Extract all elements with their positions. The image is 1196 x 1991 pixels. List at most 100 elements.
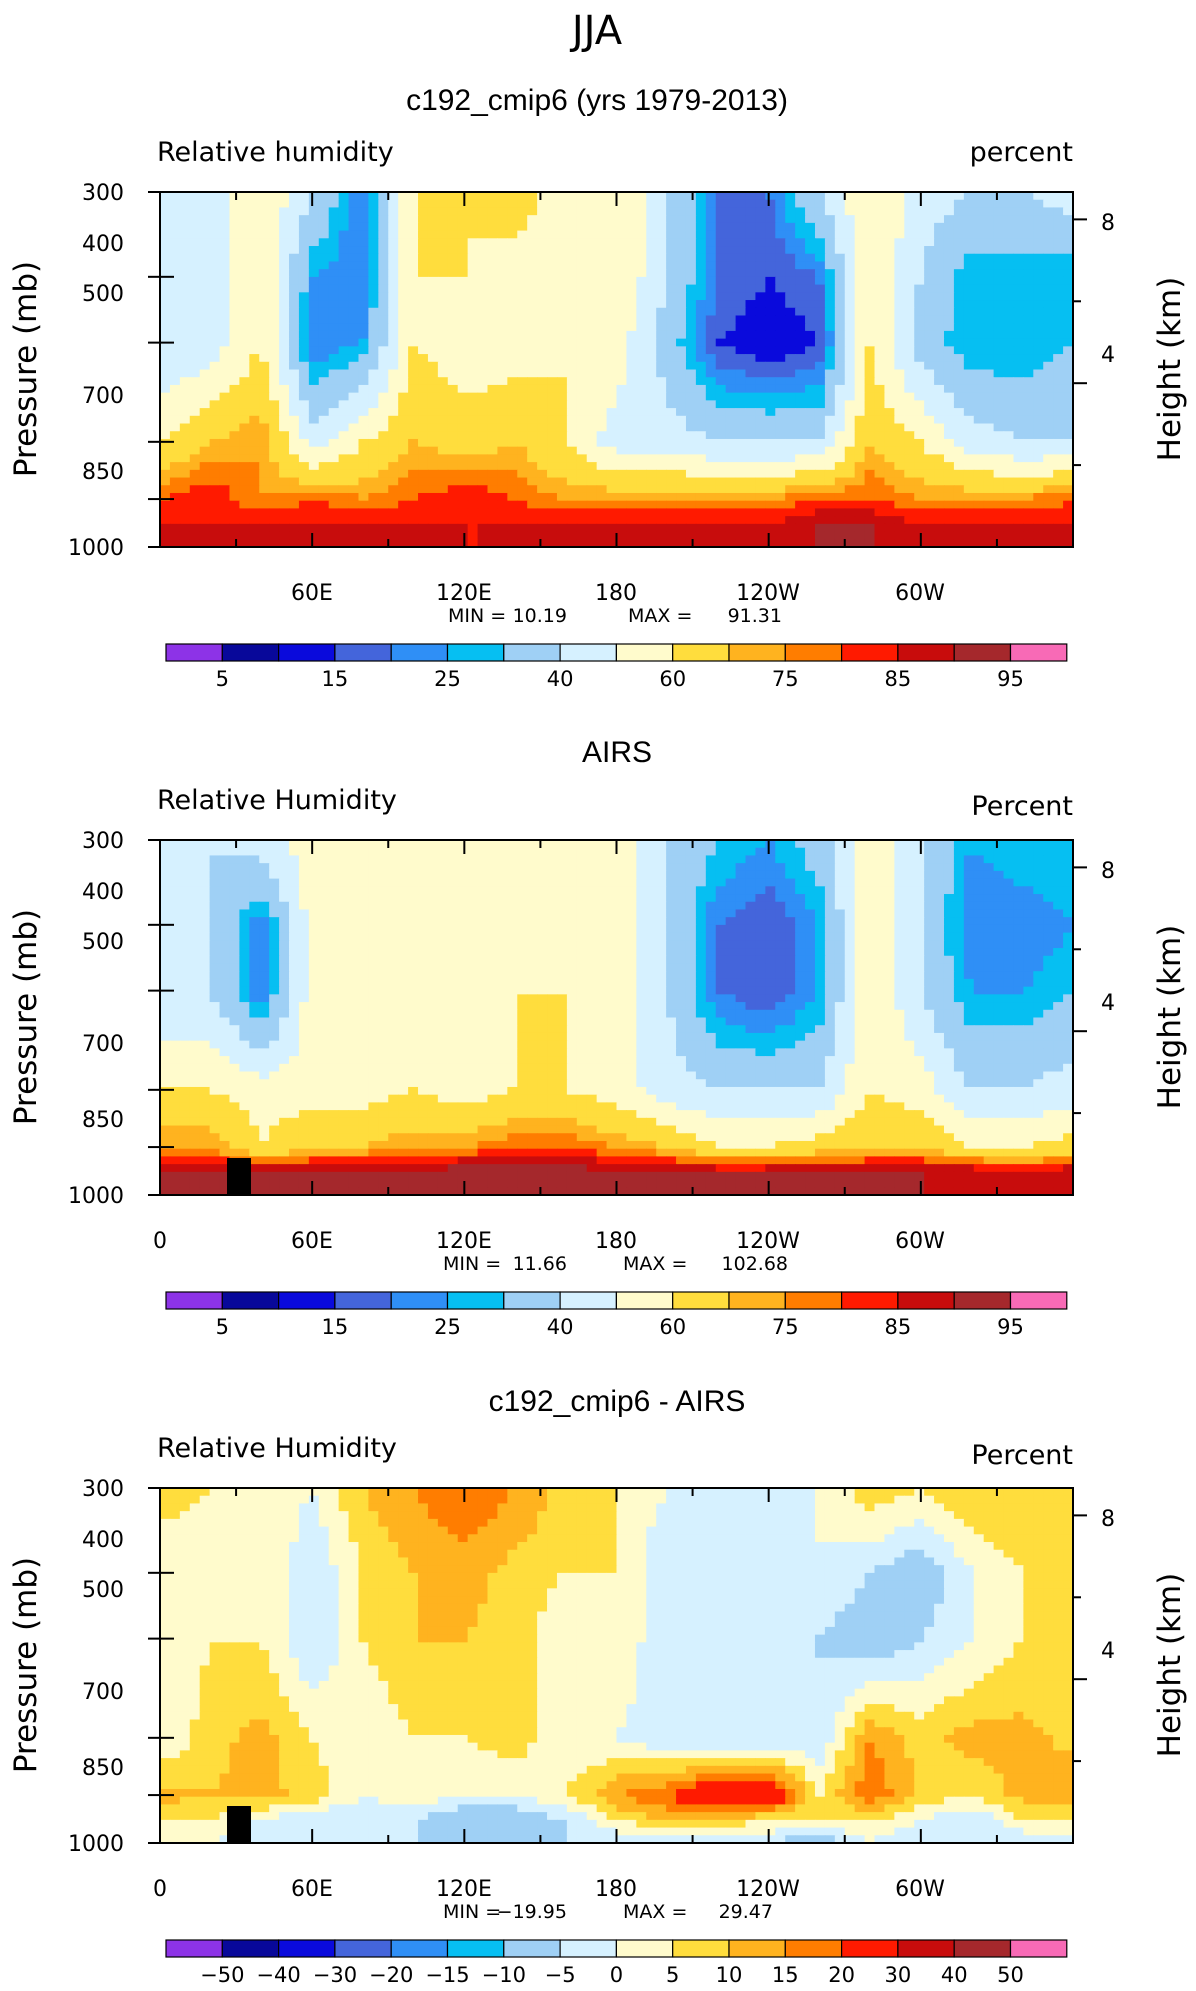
contour-cell bbox=[616, 492, 628, 502]
contour-cell bbox=[1053, 462, 1064, 471]
contour-cell bbox=[666, 423, 677, 432]
contour-cell bbox=[636, 485, 647, 494]
contour-cell bbox=[795, 408, 806, 417]
contour-cell bbox=[368, 863, 379, 872]
contour-cell bbox=[507, 523, 518, 533]
contour-cell bbox=[547, 276, 558, 286]
contour-cell bbox=[914, 261, 925, 270]
contour-cell bbox=[318, 492, 330, 502]
contour-cell bbox=[676, 369, 687, 378]
contour-cell bbox=[1063, 238, 1073, 247]
contour-cell bbox=[487, 400, 499, 409]
contour-cell bbox=[298, 516, 310, 525]
contour-cell bbox=[646, 894, 657, 903]
contour-cell bbox=[914, 292, 925, 301]
contour-cell bbox=[725, 269, 737, 278]
contour-cell bbox=[636, 307, 647, 317]
contour-cell bbox=[209, 246, 221, 255]
contour-cell bbox=[725, 446, 737, 455]
contour-cell bbox=[646, 878, 657, 887]
contour-cell bbox=[447, 323, 459, 332]
contour-cell bbox=[685, 300, 697, 309]
contour-cell bbox=[795, 384, 806, 394]
contour-cell bbox=[229, 531, 240, 540]
contour-cell bbox=[884, 454, 895, 463]
colorbar-swatch bbox=[728, 643, 786, 662]
contour-cell bbox=[953, 454, 965, 463]
contour-cell bbox=[626, 369, 637, 378]
contour-cell bbox=[795, 469, 806, 479]
contour-cell bbox=[229, 261, 240, 270]
contour-cell bbox=[735, 276, 747, 286]
contour-cell bbox=[1033, 300, 1044, 309]
contour-cell bbox=[467, 539, 479, 547]
contour-cell bbox=[953, 523, 965, 533]
contour-cell bbox=[259, 431, 270, 440]
contour-cell bbox=[556, 392, 568, 401]
contour-cell bbox=[169, 369, 181, 378]
contour-cell bbox=[685, 415, 697, 425]
contour-cell bbox=[1053, 323, 1064, 332]
contour-cell bbox=[785, 415, 796, 425]
colorbar-label: 25 bbox=[434, 667, 461, 691]
contour-cell bbox=[160, 276, 171, 286]
contour-cell bbox=[745, 361, 757, 371]
contour-cell bbox=[854, 886, 866, 895]
contour-cell bbox=[963, 315, 975, 324]
contour-cell bbox=[447, 222, 459, 232]
contour-cell bbox=[239, 253, 250, 263]
contour-cell bbox=[725, 354, 737, 363]
contour-cell bbox=[348, 516, 360, 525]
contour-cell bbox=[914, 847, 925, 857]
contour-cell bbox=[715, 477, 727, 486]
contour-cell bbox=[824, 423, 836, 432]
contour-cell bbox=[289, 492, 300, 502]
contour-cell bbox=[695, 215, 707, 224]
contour-cell bbox=[824, 300, 836, 309]
contour-cell bbox=[646, 346, 657, 355]
contour-cell bbox=[1063, 222, 1073, 232]
contour-cell bbox=[685, 238, 697, 247]
contour-cell bbox=[358, 292, 369, 301]
contour-cell bbox=[259, 354, 270, 363]
contour-cell bbox=[745, 261, 757, 270]
contour-cell bbox=[993, 338, 1005, 347]
contour-cell bbox=[973, 863, 985, 872]
contour-cell bbox=[338, 508, 350, 517]
contour-cell bbox=[814, 508, 826, 517]
contour-cell bbox=[666, 300, 677, 309]
contour-cell bbox=[596, 423, 608, 432]
contour-cell bbox=[1013, 361, 1024, 371]
contour-cell bbox=[259, 230, 270, 239]
contour-cell bbox=[289, 261, 300, 270]
contour-cell bbox=[606, 392, 618, 401]
contour-cell bbox=[179, 539, 191, 547]
contour-cell bbox=[269, 315, 280, 324]
contour-cell bbox=[616, 307, 628, 317]
contour-cell bbox=[993, 516, 1005, 525]
contour-cell bbox=[437, 199, 449, 209]
contour-cell bbox=[497, 215, 508, 224]
contour-cell bbox=[814, 361, 826, 371]
contour-cell bbox=[924, 492, 935, 502]
contour-cell bbox=[666, 485, 677, 494]
contour-cell bbox=[616, 338, 628, 347]
contour-cell bbox=[646, 338, 657, 347]
contour-cell bbox=[814, 878, 826, 887]
contour-cell bbox=[239, 230, 250, 239]
contour-cell bbox=[348, 855, 360, 864]
contour-cell bbox=[814, 840, 826, 849]
contour-cell bbox=[894, 415, 905, 425]
contour-cell bbox=[388, 369, 399, 378]
contour-cell bbox=[904, 384, 915, 394]
contour-cell bbox=[199, 253, 211, 263]
contour-cell bbox=[556, 269, 568, 278]
contour-cell bbox=[586, 531, 598, 540]
contour-cell bbox=[418, 516, 429, 525]
panel-model-colorbar: 5 15 25 40 60 75 85 95 bbox=[165, 643, 1068, 691]
contour-cell bbox=[348, 215, 360, 224]
contour-cell bbox=[636, 500, 647, 510]
contour-cell bbox=[427, 323, 439, 332]
contour-cell bbox=[1003, 516, 1015, 525]
contour-cell bbox=[318, 199, 330, 209]
